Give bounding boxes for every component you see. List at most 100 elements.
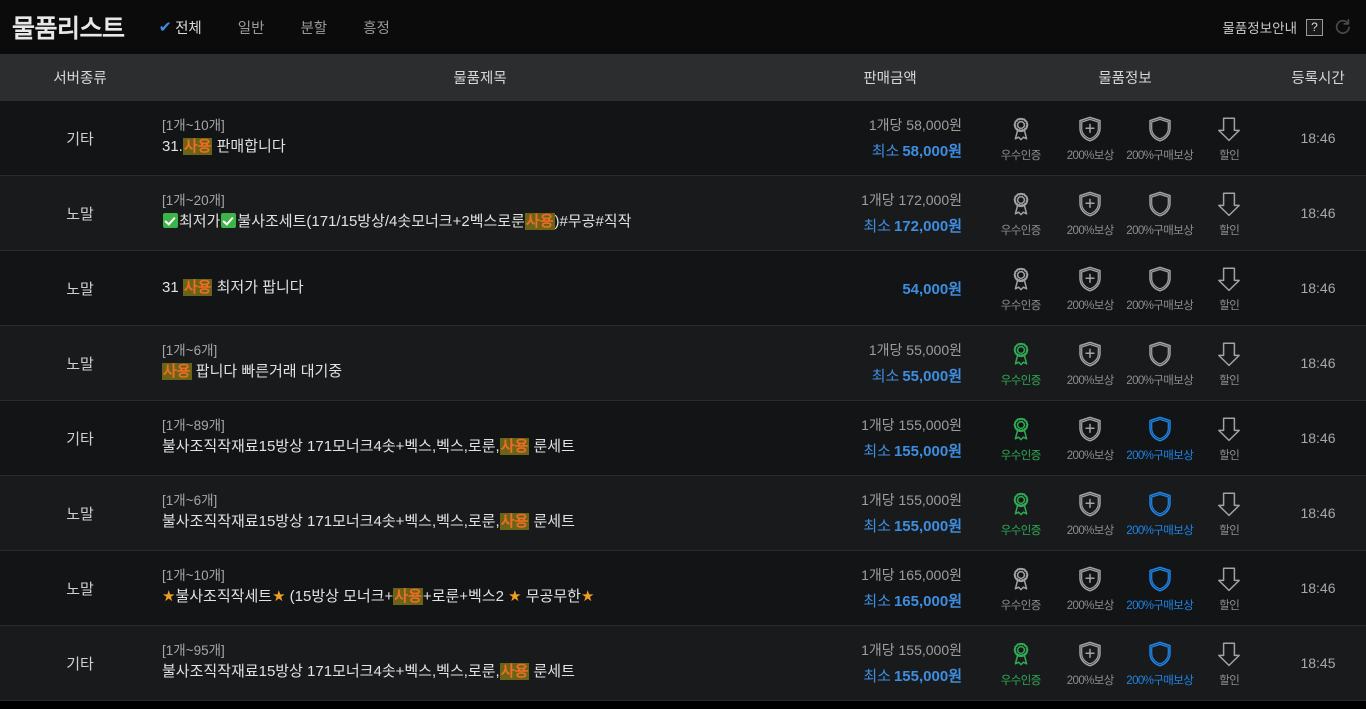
badge-excellent[interactable]: 우수인증: [987, 414, 1055, 463]
badge-discount[interactable]: % 할인: [1195, 414, 1263, 463]
shield-s-icon: S: [1145, 264, 1175, 294]
table-row[interactable]: 기타 [1개~89개] 불사조직작재료15방상 171모너크4솟+벡스,벡스,로룬,…: [0, 401, 1366, 476]
cell-server-type: 기타: [66, 130, 94, 148]
badge-discount[interactable]: % 할인: [1195, 639, 1263, 688]
badge-reward200[interactable]: 200%보상: [1056, 489, 1124, 538]
cell-registered-time: 18:46: [1300, 430, 1336, 446]
cell-server-type: 기타: [66, 655, 94, 673]
badge-label: 할인: [1219, 599, 1240, 612]
badge-buy200[interactable]: S 200%구매보상: [1126, 189, 1194, 238]
table-row[interactable]: 노말 31 사용 최저가 팝니다 54,000원 우수인증 200%보상 S 200%구매보…: [0, 251, 1366, 326]
cell-item-title[interactable]: [1개~10개] ★불사조직작세트★ (15방상 모너크+사용+로룬+벡스2 ★ …: [160, 568, 800, 607]
table-row[interactable]: 기타 [1개~10개] 31.사용 판매합니다 1개당 58,000원 최소 58,000…: [0, 101, 1366, 176]
shield-plus-icon: [1075, 564, 1105, 594]
badge-excellent[interactable]: 우수인증: [987, 639, 1055, 688]
item-title-text: 사용 팝니다 빠른거래 대기중: [162, 363, 343, 381]
badge-excellent[interactable]: 우수인증: [987, 339, 1055, 388]
star-icon: ★: [580, 588, 595, 606]
censored-highlight: 사용: [524, 213, 555, 231]
cell-registered-time: 18:46: [1300, 130, 1336, 146]
badge-reward200[interactable]: 200%보상: [1056, 264, 1124, 313]
cell-item-title[interactable]: [1개~20개] 최저가 불사조세트(171/15방상/4솟모너크+2벡스로룬사용)…: [160, 193, 800, 232]
table-row[interactable]: 노말 [1개~6개] 사용 팝니다 빠른거래 대기중 1개당 55,000원 최소 55,…: [0, 326, 1366, 401]
badge-buy200[interactable]: S 200%구매보상: [1126, 339, 1194, 388]
censored-highlight: 사용: [499, 513, 530, 531]
filter-tab-분할[interactable]: 분할: [282, 13, 345, 42]
badge-reward200[interactable]: 200%보상: [1056, 639, 1124, 688]
price-per-unit: 1개당 165,000원: [861, 567, 962, 583]
badge-discount[interactable]: % 할인: [1195, 189, 1263, 238]
table-row[interactable]: 기타 [1개~95개] 불사조직작재료15방상 171모너크4솟+벡스,벡스,로룬,…: [0, 626, 1366, 701]
table-row[interactable]: 노말 [1개~6개] 불사조직작재료15방상 171모너크4솟+벡스,벡스,로룬,사…: [0, 476, 1366, 551]
cell-item-title[interactable]: [1개~95개] 불사조직작재료15방상 171모너크4솟+벡스,벡스,로룬,사용…: [160, 643, 800, 682]
discount-arrow-icon: %: [1214, 564, 1244, 594]
cell-item-title[interactable]: [1개~6개] 사용 팝니다 빠른거래 대기중: [160, 343, 800, 382]
price-minimum-label: 최소: [863, 218, 891, 235]
badge-label: 200%보상: [1066, 674, 1115, 687]
badge-excellent[interactable]: 우수인증: [987, 114, 1055, 163]
star-icon: ★: [508, 588, 522, 606]
cell-item-info-badges: 우수인증 200%보상 S 200%구매보상% 할인: [980, 414, 1270, 463]
cell-item-info-badges: 우수인증 200%보상 S 200%구매보상% 할인: [980, 564, 1270, 613]
filter-tab-전체[interactable]: ✔ 전체: [141, 13, 220, 42]
item-info-guide-label: 물품정보안내: [1222, 21, 1297, 36]
svg-text:%: %: [1225, 570, 1234, 581]
badge-buy200[interactable]: S 200%구매보상: [1126, 114, 1194, 163]
shield-plus-icon: [1075, 264, 1105, 294]
price-minimum-value: 55,000원: [902, 368, 962, 385]
badge-reward200[interactable]: 200%보상: [1056, 339, 1124, 388]
badge-reward200[interactable]: 200%보상: [1056, 414, 1124, 463]
badge-discount[interactable]: % 할인: [1195, 339, 1263, 388]
badge-excellent[interactable]: 우수인증: [987, 189, 1055, 238]
badge-label: 200%구매보상: [1126, 149, 1194, 162]
table-row[interactable]: 노말 [1개~20개] 최저가 불사조세트(171/15방상/4솟모너크+2벡스로룬사…: [0, 176, 1366, 251]
svg-text:%: %: [1225, 420, 1234, 431]
badge-excellent[interactable]: 우수인증: [987, 264, 1055, 313]
price-minimum-label: 최소: [863, 593, 891, 610]
badge-buy200[interactable]: S 200%구매보상: [1126, 564, 1194, 613]
green-check-icon: [221, 213, 237, 229]
badge-discount[interactable]: % 할인: [1195, 114, 1263, 163]
badge-label: 우수인증: [1000, 224, 1042, 237]
shield-plus-icon: [1075, 339, 1105, 369]
badge-discount[interactable]: % 할인: [1195, 264, 1263, 313]
discount-arrow-icon: %: [1214, 414, 1244, 444]
cell-item-title[interactable]: [1개~10개] 31.사용 판매합니다: [160, 118, 800, 157]
svg-text:%: %: [1225, 345, 1234, 356]
cell-item-info-badges: 우수인증 200%보상 S 200%구매보상% 할인: [980, 639, 1270, 688]
cell-registered-time: 18:46: [1300, 355, 1336, 371]
badge-label: 200%구매보상: [1126, 374, 1194, 387]
item-title-text: ★불사조직작세트★ (15방상 모너크+사용+로룬+벡스2 ★ 무공무한★: [162, 588, 595, 606]
badge-label: 우수인증: [1000, 599, 1042, 612]
badge-buy200[interactable]: S 200%구매보상: [1126, 264, 1194, 313]
price-minimum-value: 155,000원: [893, 443, 962, 460]
filter-tab-label: 전체: [175, 20, 202, 37]
cell-item-title[interactable]: [1개~6개] 불사조직작재료15방상 171모너크4솟+벡스,벡스,로룬,사용 …: [160, 493, 800, 532]
badge-buy200[interactable]: S 200%구매보상: [1126, 414, 1194, 463]
badge-reward200[interactable]: 200%보상: [1056, 189, 1124, 238]
badge-buy200[interactable]: S 200%구매보상: [1126, 639, 1194, 688]
badge-label: 우수인증: [1000, 674, 1042, 687]
item-title-text: 31.사용 판매합니다: [162, 138, 286, 156]
filter-tab-일반[interactable]: 일반: [220, 13, 283, 42]
question-mark-icon[interactable]: ?: [1306, 18, 1323, 36]
badge-excellent[interactable]: 우수인증: [987, 564, 1055, 613]
badge-discount[interactable]: % 할인: [1195, 489, 1263, 538]
discount-arrow-icon: %: [1214, 339, 1244, 369]
price-per-unit: 1개당 155,000원: [861, 642, 962, 658]
cell-price: 1개당 172,000원 최소 172,000원: [800, 190, 980, 236]
badge-discount[interactable]: % 할인: [1195, 564, 1263, 613]
badge-reward200[interactable]: 200%보상: [1056, 114, 1124, 163]
refresh-icon[interactable]: [1332, 17, 1352, 37]
cell-item-title[interactable]: 31 사용 최저가 팝니다: [160, 278, 800, 298]
badge-buy200[interactable]: S 200%구매보상: [1126, 489, 1194, 538]
cell-item-title[interactable]: [1개~89개] 불사조직작재료15방상 171모너크4솟+벡스,벡스,로룬,사용…: [160, 418, 800, 457]
badge-label: 200%보상: [1066, 224, 1115, 237]
table-row[interactable]: 노말 [1개~10개] ★불사조직작세트★ (15방상 모너크+사용+로룬+벡스2 …: [0, 551, 1366, 626]
price-minimum-label: 최소: [863, 668, 891, 685]
discount-arrow-icon: %: [1214, 489, 1244, 519]
column-header-time: 등록시간: [1291, 71, 1345, 87]
badge-reward200[interactable]: 200%보상: [1056, 564, 1124, 613]
badge-excellent[interactable]: 우수인증: [987, 489, 1055, 538]
filter-tab-흥정[interactable]: 흥정: [345, 13, 408, 42]
